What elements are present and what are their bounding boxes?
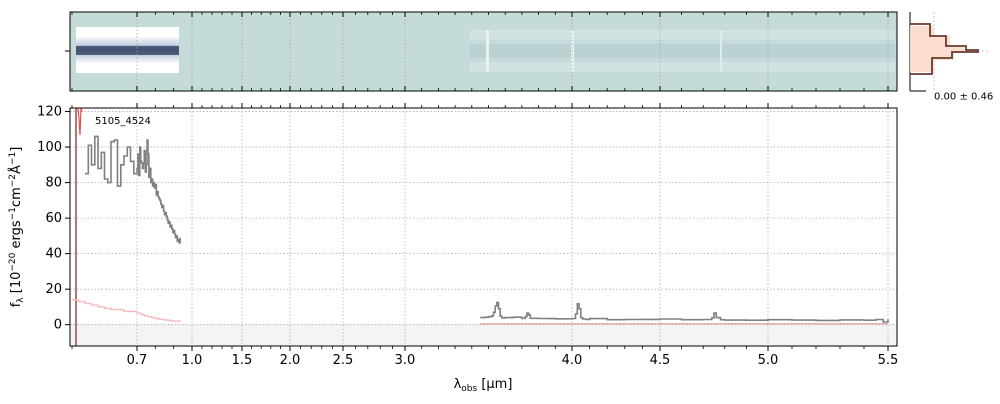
y-tick-label: 100 [37, 140, 62, 155]
x-tick-label: 0.7 [127, 353, 148, 368]
x-tick-label: 1.5 [232, 353, 253, 368]
profile-annotation: 0.00 ± 0.46 [934, 91, 993, 102]
spectrum-1d-panel: 0.7 1.0 1.5 2.0 2.5 3.0 4.0 4.5 5.0 5.5 0 20 40 60 80 1… [37, 103, 898, 368]
profile-line [910, 23, 979, 75]
spectrum-2d-line-3 [720, 30, 722, 72]
y-tick-label: 20 [45, 282, 62, 297]
x-tick-label: 2.5 [333, 353, 354, 368]
spectrum-2d-red-trace [470, 44, 895, 58]
spectrum-2d-line-1 [486, 30, 489, 72]
y-axis-label: fλ [10−20 ergs−1cm−2Å−1] [8, 147, 26, 308]
spectrum-2d-line-2 [571, 30, 574, 72]
x-tick-label: 5.5 [878, 353, 899, 368]
spectrum-annotation: 5105_4524 [95, 116, 151, 127]
y-tick-label: 120 [37, 105, 62, 120]
x-tick-label: 4.5 [650, 353, 671, 368]
profile-panel: 0.00 ± 0.46 [909, 12, 993, 102]
blue-edge-spike [77, 108, 83, 136]
plot-frame [69, 107, 898, 347]
x-axis-label: λobs [μm] [454, 377, 513, 394]
series-2-line [72, 299, 181, 322]
x-tick-label: 2.0 [280, 353, 301, 368]
x-tick-label: 5.0 [758, 353, 779, 368]
spectrum-2d-blue-core [76, 46, 179, 55]
spectrum-2d-red-lower [470, 62, 895, 72]
x-tick-label: 1.0 [182, 353, 203, 368]
spectrum-2d-panel [65, 11, 898, 92]
y-tick-label: 40 [45, 247, 62, 262]
y-tick-label: 80 [45, 176, 62, 191]
spectrum-2d-red-upper [470, 30, 895, 40]
spectrum-2d-grid [136, 12, 889, 91]
series-1-line [480, 301, 889, 323]
series-layer [72, 108, 889, 346]
negative-region [70, 324, 897, 346]
y-tick-label: 60 [45, 211, 62, 226]
x-tick-label: 4.0 [562, 353, 583, 368]
x-tick-label: 3.0 [395, 353, 416, 368]
plot-area [70, 108, 897, 346]
profile-fill [910, 26, 964, 72]
main-grid [70, 108, 897, 346]
spectrum-2d-frame [69, 11, 898, 92]
y-tick-label: 0 [54, 318, 62, 333]
series-0-line [85, 135, 181, 244]
